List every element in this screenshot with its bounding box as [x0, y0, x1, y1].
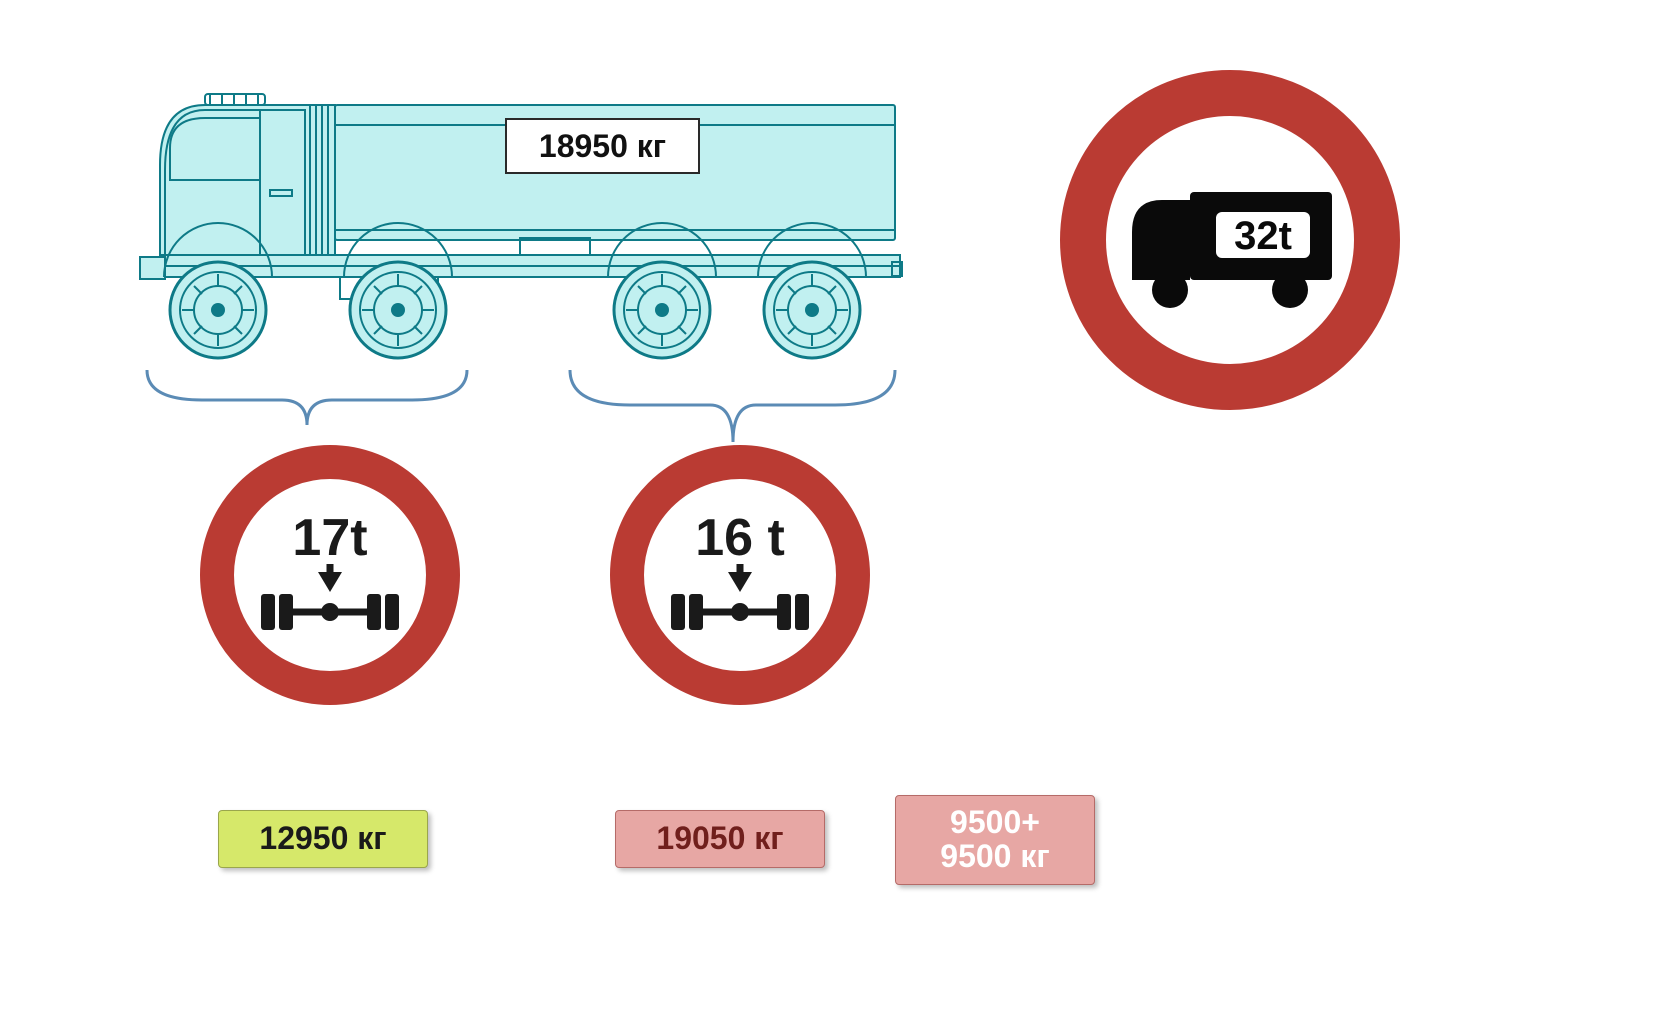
rear-axle-split-value: 9500+ 9500 кг: [940, 806, 1049, 873]
rear-axle-limit-sign: 16 t: [610, 445, 870, 705]
truck-weight-label: 18950 кг: [505, 118, 700, 174]
front-axle-actual-value: 12950 кг: [259, 822, 386, 856]
gross-weight-value: 32t: [1234, 214, 1292, 258]
truck-pictogram-icon: 32t: [1120, 170, 1340, 310]
truck-drawing: [110, 70, 910, 360]
truck-weight-value: 18950 кг: [539, 128, 666, 165]
front-axle-actual-weight: 12950 кг: [218, 810, 428, 868]
front-axle-brace: [142, 370, 472, 440]
front-axle-limit-value: 17t: [292, 512, 367, 564]
rear-axle-limit-value: 16 t: [695, 512, 785, 564]
axle-load-icon: [665, 564, 815, 634]
front-axle-limit-sign: 17t: [200, 445, 460, 705]
truck-svg: [110, 70, 910, 360]
rear-axle-actual-weight: 19050 кг: [615, 810, 825, 868]
rear-axle-split-weight: 9500+ 9500 кг: [895, 795, 1095, 885]
diagram-stage: 18950 кг 17t: [0, 0, 1680, 1011]
axle-load-icon: [255, 564, 405, 634]
rear-axle-actual-value: 19050 кг: [656, 822, 783, 856]
gross-weight-limit-sign: 32t: [1060, 70, 1400, 410]
